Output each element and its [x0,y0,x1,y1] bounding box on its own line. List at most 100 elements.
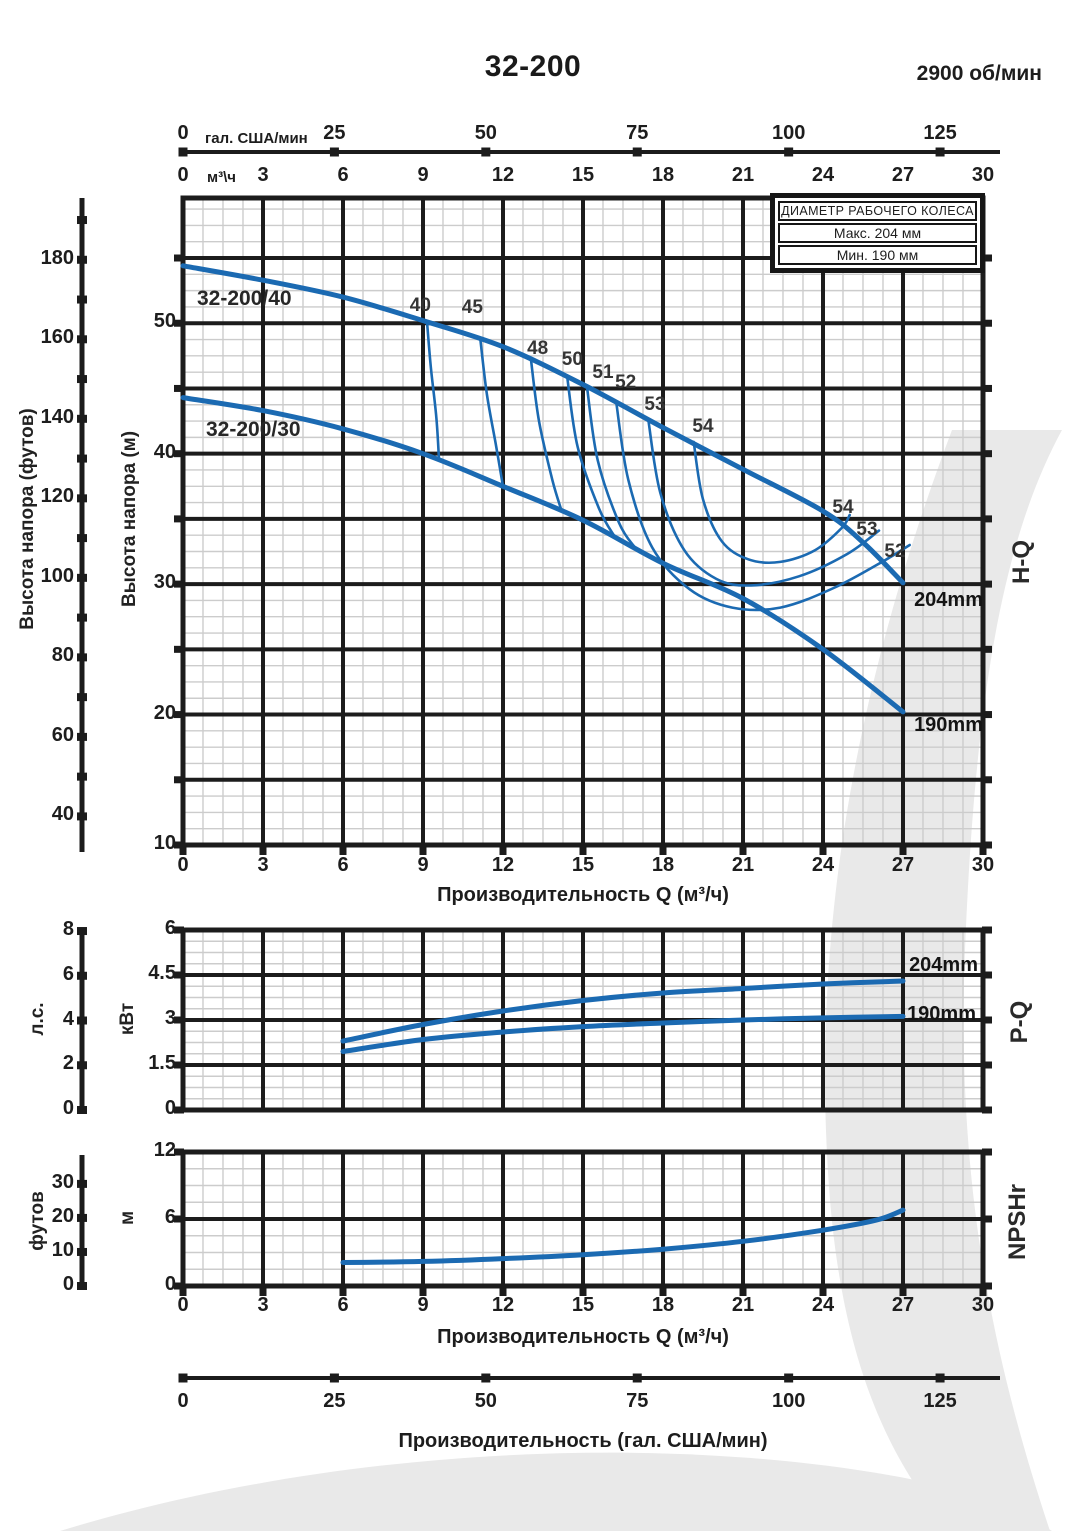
gal-tick-label: 0 [177,122,189,144]
main-right-tick [982,384,992,392]
head-feet-tick [77,653,87,662]
main-curve-32-200-30-190mm- [180,395,906,715]
main-left-tick [174,384,184,392]
npsh-left-tick [174,1215,184,1223]
main-x-tick-label: 18 [651,854,675,876]
m3h-tick-label: 21 [731,164,755,186]
gal-axis-tick [784,1373,794,1383]
m3h-tick-label: 6 [337,164,349,186]
npsh-curve-npshr [340,1207,906,1265]
main-bottom-tick [419,846,427,855]
npsh-x-tick-label: 3 [257,1294,269,1316]
main-x-tick-label: 0 [177,854,189,876]
npsh-feet-tick [77,1179,87,1188]
head-feet-tick [77,812,87,821]
npsh-x-tick-label: 15 [571,1294,595,1316]
head-feet-tick [77,693,87,702]
main-x-tick-label: 12 [491,854,515,876]
main-curve--54 [692,440,851,565]
main-bottom-tick [339,846,347,855]
npsh-bottom-tick [579,1287,587,1296]
npsh-x-tick-label: 27 [891,1294,915,1316]
m3h-tick-label: 15 [571,164,595,186]
main-right-tick [982,645,992,653]
gal-axis-tick [329,147,339,157]
main-right-tick [982,450,992,458]
head-feet-tick [77,772,87,781]
hp-tick-label: 6 [62,962,74,985]
legend-min-diameter: Мин. 190 мм [778,245,977,265]
gal-bottom-tick-label: 125 [923,1390,957,1412]
hp-tick [77,1061,87,1070]
main-right-tick [982,711,992,719]
main-curve--40 [425,320,441,462]
main-x-tick-label: 6 [337,854,349,876]
npsh-right-tick [982,1282,992,1290]
hp-tick [77,927,87,936]
gal-axis-tick [632,1373,642,1383]
m3h-tick-label: 27 [891,164,915,186]
m3h-tick-label: 12 [491,164,515,186]
npsh-bottom-tick [339,1287,347,1296]
m3h-tick-label: 24 [811,164,835,186]
power-left-tick [174,971,184,979]
gal-axis-tick [481,147,491,157]
head-ft-tick-label: 120 [40,485,74,508]
power-right-tick [982,1061,992,1069]
power-right-tick [982,1016,992,1024]
main-right-tick [982,776,992,784]
power-left-tick [174,926,184,934]
gal-bottom-tick-label: 50 [474,1390,497,1412]
main-x-tick-label: 9 [417,854,429,876]
npsh-bottom-tick [819,1287,827,1296]
main-x-tick-label: 27 [891,854,915,876]
head-m-tick-label: 40 [153,440,176,463]
main-x-tick-label: 30 [971,854,995,876]
section-label-hq: H-Q [1008,540,1035,584]
head-m-tick-label: 50 [153,310,176,333]
main-bottom-tick [499,846,507,855]
head-ft-tick-label: 160 [40,326,74,349]
head-feet-tick [77,573,87,582]
npsh-ft-tick-label: 10 [51,1238,74,1261]
main-curve--50 [565,374,617,539]
hp-tick [77,1106,87,1114]
npsh-bottom-tick [499,1287,507,1296]
main-bottom-tick [739,846,747,855]
legend-max-diameter: Макс. 204 мм [778,223,977,243]
gal-axis-tick [784,147,794,157]
head-m-tick-label: 20 [153,701,176,724]
main-curve--48 [529,358,563,513]
main-left-tick [174,711,184,719]
npsh-right-tick [982,1148,992,1156]
main-bottom-tick [259,846,267,855]
section-label-pq: P-Q [1006,1000,1033,1044]
head-feet-tick [77,494,87,503]
impeller-diameter-legend: ДИАМЕТР РАБОЧЕГО КОЛЕСА Макс. 204 мм Мин… [770,193,985,273]
main-bottom-tick [659,846,667,855]
main-x-axis-caption: Производительность Q (м³/ч) [437,884,729,906]
npsh-bottom-tick [979,1287,987,1296]
gal-x-axis-caption: Производительность (гал. США/мин) [398,1430,768,1452]
kw-tick-label: 1.5 [148,1052,176,1074]
gal-bottom-tick-label: 100 [771,1390,806,1412]
npsh-left-tick [174,1282,184,1290]
watermark-swoosh-bottom [60,1452,1052,1531]
head-feet-tick [77,335,87,344]
main-bottom-tick [899,846,907,855]
kw-tick-label: 6 [164,917,176,939]
main-x-tick-label: 21 [731,854,755,876]
pq-190mm-label: 190mm [907,1003,976,1025]
hp-tick [77,1016,87,1025]
efficiency-label: 48 [527,337,549,359]
power-left-tick [174,1106,184,1114]
npsh-left-tick [174,1148,184,1156]
head-feet-tick [77,375,87,384]
main-left-tick [174,319,184,327]
head-feet-tick [77,255,87,264]
m3h-tick-label: 18 [651,164,675,186]
npsh-m-tick-label: 0 [164,1273,176,1295]
head-feet-tick [77,613,87,622]
main-curve--53 [647,418,881,587]
gal-tick-label: 100 [771,122,806,144]
